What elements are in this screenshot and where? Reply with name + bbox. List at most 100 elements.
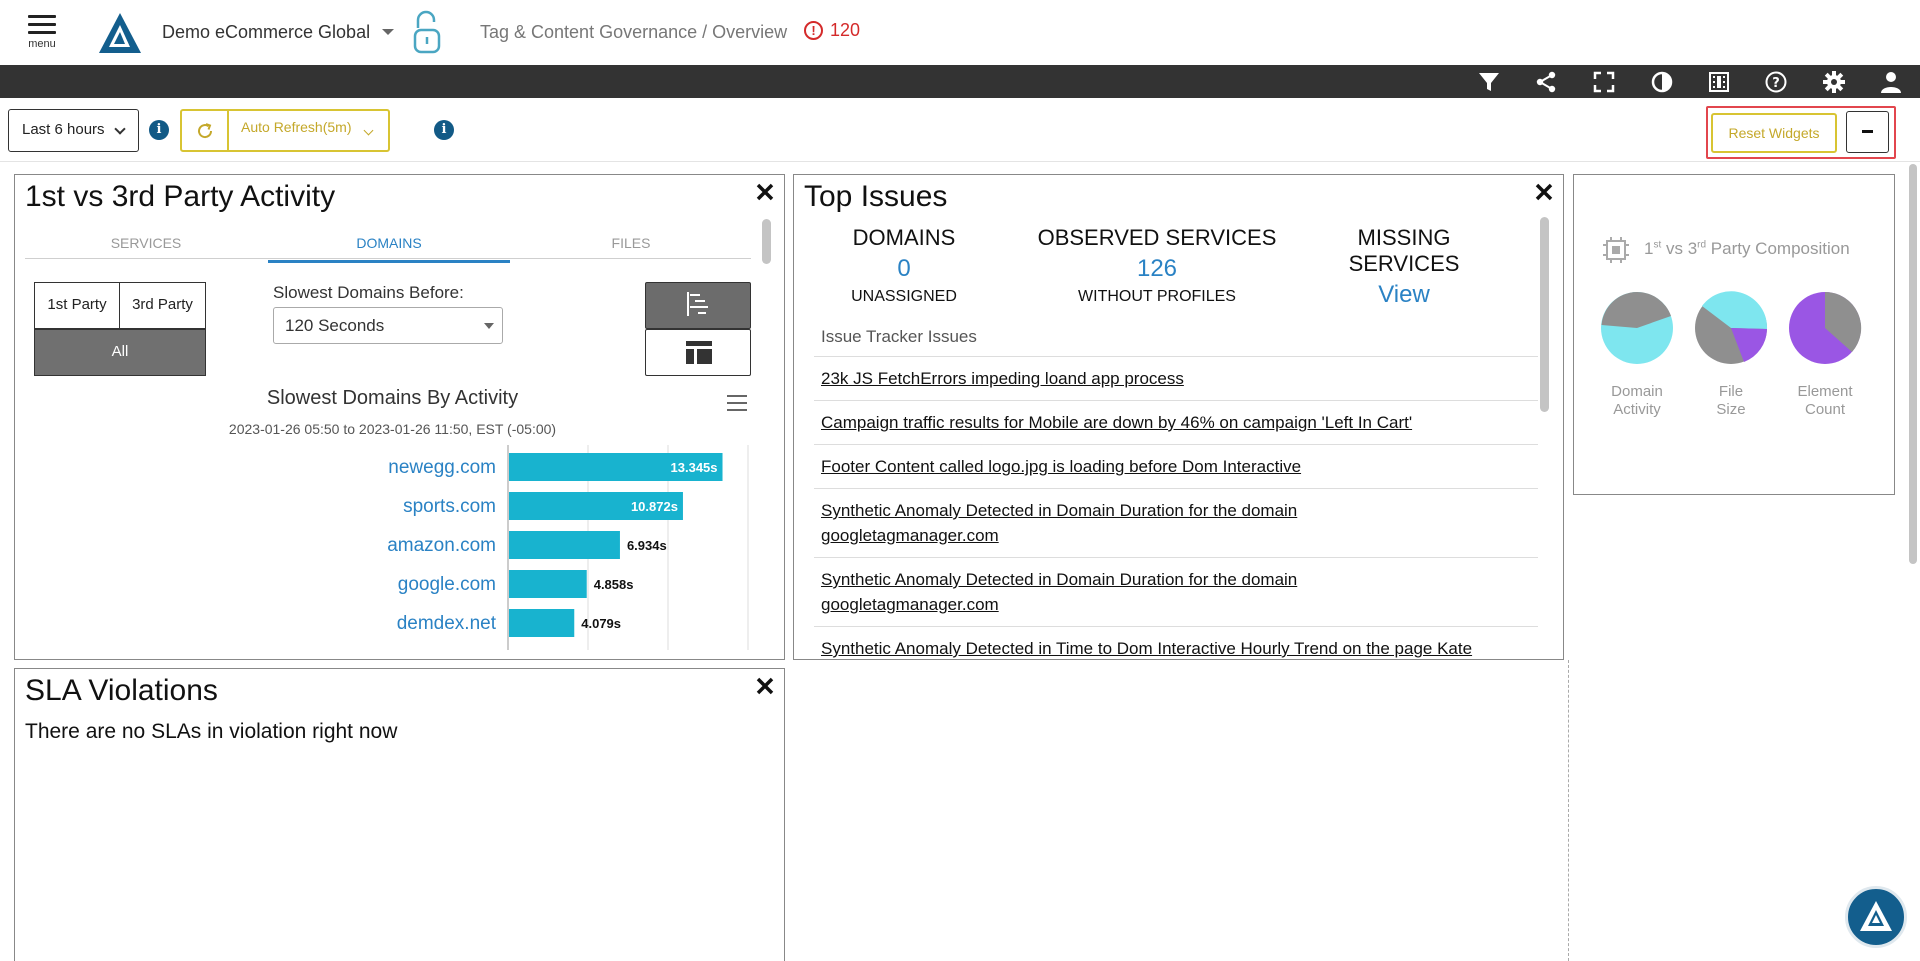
bar <box>509 531 620 559</box>
help-icon[interactable]: ? <box>1764 70 1788 94</box>
pie-caption-line: Domain <box>1611 383 1663 400</box>
first-party-button[interactable]: 1st Party <box>34 282 120 329</box>
kpi-footer: WITHOUT PROFILES <box>1078 288 1236 305</box>
slowest-before-select[interactable]: 120 Seconds <box>273 307 503 344</box>
highlight-box <box>1706 106 1896 159</box>
issue-link[interactable]: Synthetic Anomaly Detected in Time to Do… <box>821 639 1473 658</box>
pie-caption-line: File <box>1718 383 1744 400</box>
pie-caption-line: Size <box>1716 401 1746 418</box>
composition-title-b-sup: rd <box>1697 239 1707 251</box>
party-activity-panel: 1st vs 3rd Party Activity SERVICES DOMAI… <box>14 174 785 660</box>
refresh-group: Auto Refresh(5m) <box>180 109 390 152</box>
alert-indicator[interactable]: ! 120 <box>804 20 860 41</box>
auto-refresh-select[interactable]: Auto Refresh(5m) <box>229 111 388 150</box>
toolbar: ? <box>0 65 1920 98</box>
category-label[interactable]: amazon.com <box>387 535 496 556</box>
share-icon[interactable] <box>1534 70 1558 94</box>
tab-domains[interactable]: DOMAINS <box>356 235 422 251</box>
party-composition-panel: 1st vs 3rd Party Composition Domain Activ… <box>1573 174 1895 495</box>
slowest-before-label: Slowest Domains Before: <box>273 283 464 302</box>
composition-icon <box>1603 237 1629 263</box>
pie-caption: File Size <box>1689 383 1773 419</box>
kpi-domains: DOMAINS 0 UNASSIGNED <box>814 225 994 306</box>
composition-title-c: Party Composition <box>1706 239 1850 258</box>
help-chat-button[interactable] <box>1845 886 1907 948</box>
contrast-icon[interactable] <box>1650 70 1674 94</box>
close-icon[interactable] <box>754 675 776 697</box>
data-label: 13.345s <box>671 460 718 475</box>
third-party-button[interactable]: 3rd Party <box>119 282 206 329</box>
menu-label: menu <box>28 38 56 50</box>
refresh-button[interactable] <box>182 111 229 150</box>
issue-link[interactable]: Footer Content called logo.jpg is loadin… <box>814 445 1538 489</box>
composition-title-a: 1 <box>1644 239 1654 258</box>
tab-services[interactable]: SERVICES <box>110 235 182 251</box>
kpi-value-link[interactable]: 126 <box>1136 255 1178 282</box>
bar <box>509 453 723 481</box>
controls-row: Last 6 hours i Auto Refresh(5m) i <box>0 98 1920 162</box>
chart-menu-icon[interactable] <box>727 395 747 411</box>
issue-link[interactable]: Synthetic Anomaly Detected in Domain Dur… <box>814 489 1538 558</box>
refresh-icon <box>197 122 212 138</box>
table-view-button[interactable] <box>645 329 751 376</box>
hamburger-icon-bar <box>28 23 56 26</box>
category-label[interactable]: demdex.net <box>397 613 497 634</box>
pie-caption-line: Element <box>1797 383 1853 400</box>
kpi-heading: MISSING SERVICES <box>1348 225 1460 276</box>
menu-button[interactable]: menu <box>26 12 58 60</box>
gear-icon[interactable] <box>1822 70 1846 94</box>
site-name[interactable]: Demo eCommerce Global <box>162 22 371 42</box>
tab-files[interactable]: FILES <box>611 235 651 251</box>
category-label[interactable]: sports.com <box>403 496 496 517</box>
close-icon[interactable] <box>754 181 776 203</box>
alert-count: 120 <box>830 20 861 40</box>
panel-scrollbar[interactable] <box>762 219 771 264</box>
data-label: 4.079s <box>581 616 621 631</box>
bar <box>509 492 683 520</box>
panel-title: Top Issues <box>804 180 948 213</box>
category-label[interactable]: google.com <box>398 574 496 595</box>
element-count-pie[interactable] <box>1788 291 1862 365</box>
brand-logo-icon[interactable] <box>98 12 142 54</box>
domain-activity-pie[interactable] <box>1600 291 1674 365</box>
all-party-button[interactable]: All <box>34 329 206 376</box>
time-range-select[interactable]: Last 6 hours <box>8 109 139 152</box>
issue-tracker-heading: Issue Tracker Issues <box>821 327 977 346</box>
drop-zone-divider <box>1568 660 1569 961</box>
category-label[interactable]: newegg.com <box>388 457 496 478</box>
reset-widgets-button[interactable]: Reset Widgets <box>1711 113 1837 153</box>
kpi-footer: UNASSIGNED <box>851 288 957 305</box>
caret-down-icon <box>484 323 494 329</box>
issue-link[interactable]: Synthetic Anomaly Detected in Domain Dur… <box>814 558 1538 627</box>
bar <box>509 609 575 637</box>
page-scrollbar[interactable] <box>1909 164 1917 564</box>
timeline-view-button[interactable] <box>645 282 751 329</box>
pie-caption: Element Count <box>1783 383 1867 419</box>
unlock-icon[interactable] <box>412 8 442 56</box>
collapse-button[interactable] <box>1846 111 1889 153</box>
sla-violations-panel: SLA Violations There are no SLAs in viol… <box>14 668 785 961</box>
fullscreen-icon[interactable] <box>1592 70 1616 94</box>
pie-caption: Domain Activity <box>1595 383 1679 419</box>
panel-scrollbar[interactable] <box>1540 217 1549 412</box>
kpi-value-link[interactable]: 0 <box>897 255 911 282</box>
filter-icon[interactable] <box>1477 70 1501 94</box>
site-dropdown-caret-icon[interactable] <box>382 29 394 35</box>
issue-link[interactable]: Campaign traffic results for Mobile are … <box>814 401 1538 445</box>
file-size-pie[interactable] <box>1694 291 1768 365</box>
info-icon[interactable]: i <box>149 120 169 140</box>
active-tab-indicator <box>268 260 510 263</box>
alert-icon: ! <box>804 21 823 40</box>
kpi-observed-services: OBSERVED SERVICES 126 WITHOUT PROFILES <box>1037 225 1277 306</box>
close-icon[interactable] <box>1533 181 1555 203</box>
minus-icon <box>1862 130 1873 133</box>
info-icon[interactable]: i <box>434 120 454 140</box>
kpi-value-link[interactable]: View <box>1378 281 1430 308</box>
film-icon[interactable] <box>1707 70 1731 94</box>
auto-refresh-label: Auto Refresh(5m) <box>241 119 352 135</box>
chart-subtitle: 2023-01-26 05:50 to 2023-01-26 11:50, ES… <box>228 421 557 437</box>
composition-title-a-sup: st <box>1653 239 1662 251</box>
user-icon[interactable] <box>1879 70 1903 94</box>
pie-caption-line: Count <box>1804 401 1846 418</box>
issue-link[interactable]: 23k JS FetchErrors impeding loand app pr… <box>814 357 1538 401</box>
